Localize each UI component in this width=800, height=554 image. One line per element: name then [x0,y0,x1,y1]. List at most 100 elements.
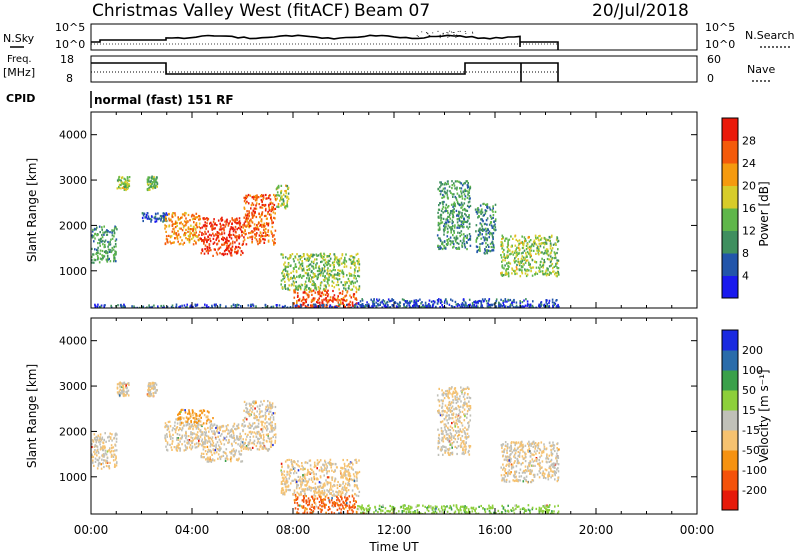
heatmap-cell [327,490,330,493]
heatmap-cell [254,233,256,236]
heatmap-cell [231,218,234,221]
heatmap-cell [465,220,467,223]
heatmap-cell [414,301,416,304]
heatmap-cell [243,200,246,203]
heatmap-cell [234,247,236,250]
heatmap-cell [122,388,125,391]
heatmap-cell [437,228,440,231]
heatmap-cell [297,285,299,288]
heatmap-cell [319,287,322,290]
heatmap-cell [204,244,207,247]
heatmap-cell [413,306,415,308]
heatmap-cell [444,221,447,224]
heatmap-cell [491,236,494,239]
heatmap-cell [226,242,228,245]
heatmap-cell [484,209,487,212]
heatmap-cell [162,220,164,223]
heatmap-cell [219,440,222,443]
heatmap-cell [187,440,190,443]
heatmap-cell [442,187,445,190]
heatmap-cell [307,268,310,271]
heatmap-cell [326,481,328,484]
heatmap-cell [120,179,122,182]
heatmap-cell [153,179,156,182]
heatmap-cell [455,197,457,200]
heatmap-cell [294,265,297,268]
heatmap-cell [164,224,166,227]
heatmap-cell [195,433,197,436]
heatmap-cell [245,438,247,441]
heatmap-cell [240,460,242,463]
heatmap-cell [356,484,358,487]
heatmap-cell [353,483,356,487]
heatmap-cell [339,299,342,302]
heatmap-cell [314,486,317,489]
heatmap-cell [163,306,165,308]
heatmap-cell [99,433,102,436]
heatmap-cell [109,260,112,263]
heatmap-cell [260,199,263,202]
heatmap-cell [347,303,349,306]
heatmap-cell [230,249,232,252]
heatmap-cell [304,285,307,289]
heatmap-cell [180,410,182,413]
heatmap-cell [334,298,336,301]
heatmap-cell [367,303,370,306]
heatmap-cell [460,225,462,228]
heatmap-cell [221,219,224,222]
heatmap-cell [443,302,446,305]
heatmap-cell [461,244,463,247]
heatmap-cell [549,271,551,274]
heatmap-cell [254,426,256,429]
heatmap-cell [286,479,288,482]
heatmap-cell [490,217,493,220]
heatmap-cell [507,298,509,301]
heatmap-cell [266,427,269,430]
heatmap-cell [295,304,298,307]
heatmap-cell [115,455,117,458]
heatmap-cell [383,304,386,308]
heatmap-cell [205,227,207,230]
heatmap-cell [371,300,374,303]
heatmap-cell [210,225,212,228]
heatmap-cell [248,414,251,418]
heatmap-cell [442,200,444,204]
power-panel-frame [90,111,698,309]
heatmap-cell [261,442,264,445]
heatmap-cell [195,224,198,227]
heatmap-cell [461,203,463,206]
heatmap-cell [409,306,412,308]
heatmap-cell [145,214,148,217]
heatmap-cell [229,252,232,255]
heatmap-cell [414,304,417,307]
heatmap-cell [262,235,264,238]
heatmap-cell [528,269,530,272]
heatmap-cell [105,464,108,468]
heatmap-cell [255,238,258,241]
heatmap-cell [243,196,245,199]
scatter-region [500,234,535,278]
heatmap-cell [184,231,186,235]
heatmap-cell [448,185,451,188]
heatmap-cell [237,236,240,239]
heatmap-cell [187,220,189,223]
heatmap-cell [188,411,191,414]
heatmap-cell [190,413,192,416]
heatmap-cell [189,234,191,237]
heatmap-cell [504,299,507,302]
heatmap-cell [454,203,456,206]
heatmap-cell [253,229,256,232]
heatmap-cell [343,261,345,264]
heatmap-cell [460,304,463,308]
heatmap-cell [234,241,236,244]
heatmap-cell [174,220,177,223]
heatmap-cell [313,303,315,306]
heatmap-cell [188,439,191,442]
heatmap-cell [447,219,449,222]
heatmap-cell [484,212,487,215]
heatmap-cell [220,218,222,221]
heatmap-cell [266,425,268,428]
heatmap-cell [265,223,268,226]
heatmap-cell [169,425,172,428]
heatmap-cell [271,413,273,416]
